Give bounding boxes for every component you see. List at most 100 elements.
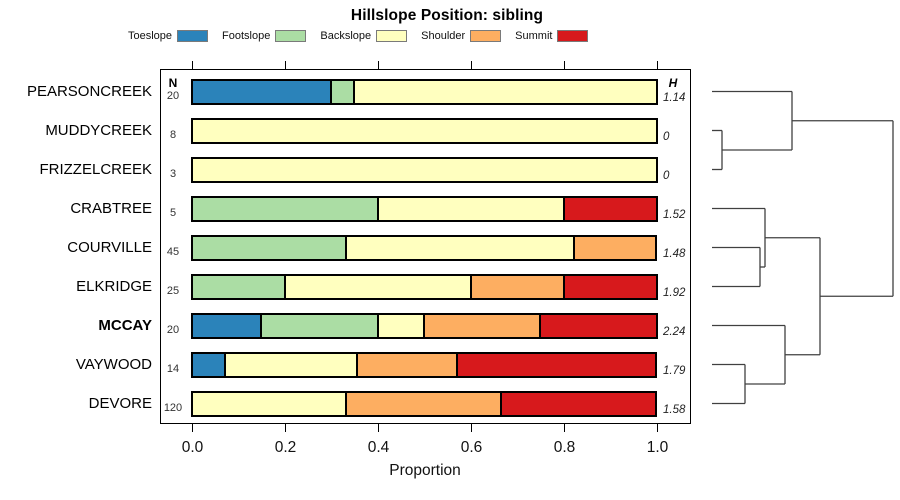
axis-tick-label: 1.0 [646, 439, 669, 456]
bar-segment-footslope [190, 273, 286, 300]
row-label: VAYWOOD [75, 355, 152, 373]
axis-tick-bottom [284, 424, 287, 432]
row-label: FRIZZELCREEK [39, 160, 152, 178]
n-count-value: 120 [163, 401, 183, 414]
bar-segment-shoulder [423, 312, 542, 339]
n-count-value: 45 [166, 245, 180, 258]
axis-tick-bottom [470, 424, 473, 432]
legend-color-swatch [177, 29, 209, 42]
axis-tick-bottom [191, 424, 194, 432]
bar-segment-shoulder [345, 390, 503, 417]
axis-tick-label: 0.0 [181, 439, 204, 456]
row-label: CRABTREE [70, 199, 152, 217]
x-axis-title: Proportion [389, 462, 461, 479]
n-count-value: 14 [166, 362, 180, 375]
row-label: DEVORE [88, 394, 152, 412]
chart-title: Hillslope Position: sibling [350, 7, 544, 24]
legend-item-label: Summit [515, 29, 553, 42]
legend-item: Backslope [320, 29, 408, 42]
legend-item-label: Toeslope [128, 29, 173, 42]
h-diversity-value: 2.24 [663, 325, 686, 338]
axis-tick-top [563, 61, 566, 69]
row-label: ELKRIDGE [76, 277, 152, 295]
legend-item: Footslope [222, 29, 307, 42]
legend-color-swatch [376, 29, 408, 42]
legend-item-label: Backslope [320, 29, 372, 42]
h-diversity-value: 0 [663, 169, 670, 182]
axis-tick-label: 0.8 [553, 439, 576, 456]
bar-segment-summit [562, 195, 658, 222]
bar-segment-toeslope [190, 351, 226, 378]
legend-item: Summit [515, 29, 589, 42]
bar-segment-backslope [376, 195, 565, 222]
stacked-bar [190, 312, 658, 339]
n-count-value: 8 [169, 128, 177, 141]
stacked-bar [190, 195, 658, 222]
bar-segment-summit [562, 273, 658, 300]
legend-item-label: Shoulder [421, 29, 466, 42]
bar-segment-shoulder [469, 273, 565, 300]
axis-tick-top [656, 61, 659, 69]
bar-segment-shoulder [572, 234, 658, 261]
n-column-header: N [168, 76, 178, 90]
stacked-bar [190, 156, 658, 183]
stacked-bar [190, 351, 658, 378]
n-count-value: 25 [166, 284, 180, 297]
row-label: PEARSONCREEK [26, 82, 152, 100]
legend-color-swatch [470, 29, 502, 42]
axis-tick-top [191, 61, 194, 69]
axis-tick-bottom [377, 424, 380, 432]
stacked-bar [190, 78, 658, 105]
legend-item: Shoulder [421, 29, 502, 42]
bar-segment-backslope [190, 156, 658, 183]
stacked-bar [190, 390, 658, 417]
h-diversity-value: 1.14 [663, 91, 686, 104]
axis-tick-label: 0.4 [367, 439, 390, 456]
legend-item: Toeslope [128, 29, 209, 42]
h-diversity-value: 1.58 [663, 403, 686, 416]
axis-tick-top [284, 61, 287, 69]
bar-segment-backslope [376, 312, 425, 339]
h-diversity-value: 1.92 [663, 286, 686, 299]
h-column-header: H [668, 76, 678, 90]
bar-segment-summit [455, 351, 658, 378]
row-label: MUDDYCREEK [45, 121, 152, 139]
axis-tick-bottom [563, 424, 566, 432]
bar-segment-footslope [190, 234, 348, 261]
n-count-value: 20 [166, 89, 180, 102]
bar-segment-backslope [190, 390, 348, 417]
row-label: MCCAY [98, 316, 152, 334]
legend: Toeslope Footslope Backslope Shoulder Summit [128, 28, 589, 43]
bar-segment-backslope [283, 273, 472, 300]
bar-segment-backslope [190, 117, 658, 144]
bar-segment-summit [539, 312, 658, 339]
stacked-bar [190, 273, 658, 300]
bar-segment-footslope [260, 312, 379, 339]
h-diversity-value: 0 [663, 130, 670, 143]
axis-tick-top [470, 61, 473, 69]
axis-tick-label: 0.6 [460, 439, 483, 456]
n-count-value: 5 [169, 206, 177, 219]
bar-segment-footslope [190, 195, 379, 222]
plot-area-border [160, 69, 691, 424]
axis-tick-label: 0.2 [274, 439, 297, 456]
row-label: COURVILLE [67, 238, 152, 256]
bar-segment-backslope [345, 234, 575, 261]
legend-color-swatch [557, 29, 589, 42]
axis-tick-top [377, 61, 380, 69]
bar-segment-summit [500, 390, 658, 417]
legend-item-label: Footslope [222, 29, 271, 42]
axis-tick-bottom [656, 424, 659, 432]
n-count-value: 3 [169, 167, 177, 180]
bar-segment-toeslope [190, 78, 332, 105]
bar-segment-toeslope [190, 312, 263, 339]
n-count-value: 20 [166, 323, 180, 336]
stacked-bar [190, 234, 658, 261]
bar-segment-footslope [330, 78, 356, 105]
legend-color-swatch [275, 29, 307, 42]
bar-segment-shoulder [356, 351, 458, 378]
stacked-bar [190, 117, 658, 144]
bar-segment-backslope [223, 351, 359, 378]
h-diversity-value: 1.79 [663, 364, 686, 377]
